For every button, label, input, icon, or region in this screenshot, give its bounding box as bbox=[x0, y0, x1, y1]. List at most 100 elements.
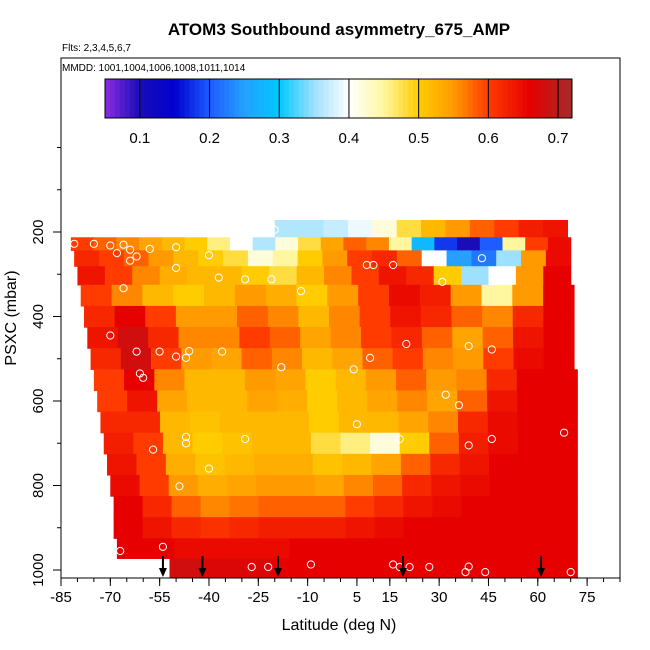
heatmap-cell bbox=[117, 327, 149, 349]
colorbar-cell bbox=[288, 79, 295, 118]
colorbar-cell bbox=[462, 79, 469, 118]
heatmap-cell bbox=[229, 496, 260, 518]
colorbar-tick-label: 0.7 bbox=[548, 130, 569, 147]
heatmap-cell bbox=[441, 558, 476, 578]
heatmap-cell bbox=[269, 266, 298, 286]
colorbar-cell bbox=[403, 79, 409, 118]
heatmap-cell bbox=[388, 237, 413, 251]
colorbar-cell bbox=[149, 79, 156, 118]
heatmap-cell bbox=[302, 348, 333, 370]
heatmap-cell bbox=[203, 558, 239, 578]
heatmap-cell bbox=[148, 327, 180, 349]
heatmap-cell bbox=[475, 558, 510, 578]
heatmap-cell bbox=[237, 305, 269, 328]
colorbar-cell bbox=[497, 79, 503, 118]
colorbar-cell bbox=[557, 79, 563, 118]
observation-point bbox=[119, 240, 128, 249]
observation-point bbox=[369, 260, 378, 270]
heatmap-cell bbox=[114, 305, 146, 328]
heatmap-cell bbox=[120, 348, 152, 370]
heatmap-cell bbox=[207, 237, 231, 251]
heatmap-cell bbox=[390, 305, 422, 328]
heatmap-cell bbox=[347, 538, 377, 559]
heatmap-cell bbox=[327, 284, 359, 307]
colorbar-cell bbox=[532, 79, 538, 118]
observation-point bbox=[270, 225, 279, 234]
heatmap-cell bbox=[208, 327, 240, 349]
heatmap-cell bbox=[396, 220, 422, 238]
heatmap-cell bbox=[154, 369, 186, 392]
colorbar-cell bbox=[229, 79, 235, 118]
heatmap-cell bbox=[133, 432, 164, 455]
heatmap-cell bbox=[489, 453, 520, 476]
observation-point bbox=[461, 568, 470, 577]
observation-point bbox=[487, 434, 496, 444]
x-axis: -85 -70 -55 -40 -25 -10 5 15 30 45 60 75 bbox=[50, 578, 621, 606]
observation-point bbox=[362, 260, 371, 270]
colorbar-cell bbox=[328, 79, 335, 118]
heatmap-cell bbox=[132, 266, 161, 286]
heatmap-cell bbox=[471, 250, 497, 267]
heatmap-cell bbox=[548, 517, 578, 539]
heatmap-cell bbox=[450, 284, 483, 307]
heatmap-cell bbox=[458, 432, 490, 455]
observation-point bbox=[126, 256, 135, 265]
colorbar-cell bbox=[517, 79, 523, 118]
colorbar-cell bbox=[427, 79, 434, 118]
observation-point bbox=[70, 239, 79, 248]
heatmap-cell bbox=[200, 496, 231, 518]
dates-label: MMDD: 1001,1004,1006,1008,1011,1014 bbox=[62, 63, 246, 74]
heatmap-cell bbox=[249, 411, 280, 434]
heatmap-cell bbox=[421, 250, 448, 267]
observation-point bbox=[172, 243, 181, 252]
colorbar-tick-label: 0.4 bbox=[339, 130, 360, 147]
heatmap-cell bbox=[84, 305, 116, 328]
heatmap-cell bbox=[518, 474, 549, 497]
heatmap-cell bbox=[80, 284, 113, 307]
heatmap-cell bbox=[142, 496, 173, 518]
observation-point bbox=[89, 239, 99, 248]
observation-point bbox=[181, 439, 191, 448]
heatmap-cell bbox=[392, 348, 424, 370]
heatmap-cell bbox=[407, 558, 442, 578]
colorbar-cell bbox=[239, 79, 245, 118]
colorbar-cell bbox=[502, 79, 508, 118]
heatmap-cell bbox=[269, 327, 301, 349]
heatmap-cell bbox=[316, 517, 347, 539]
heatmap-cell bbox=[342, 453, 373, 476]
heatmap-cell bbox=[98, 250, 125, 267]
heatmap-cell bbox=[479, 237, 504, 251]
heatmap-cell bbox=[305, 558, 341, 578]
observation-point bbox=[204, 464, 214, 473]
heatmap-cell bbox=[374, 496, 404, 518]
heatmap-cell bbox=[461, 496, 491, 518]
observation-point bbox=[126, 245, 135, 254]
heatmap-cell bbox=[139, 474, 170, 497]
heatmap-cell bbox=[347, 250, 373, 267]
heatmap-cell bbox=[358, 284, 390, 307]
heatmap-cell bbox=[339, 558, 374, 578]
observation-point bbox=[119, 284, 128, 293]
profile-arrow bbox=[158, 556, 167, 577]
colorbar-cell bbox=[204, 79, 210, 118]
x-axis-label: Latitude (deg N) bbox=[282, 617, 397, 634]
heatmap-cell bbox=[343, 237, 367, 251]
observation-point bbox=[116, 546, 125, 556]
heatmap-cell bbox=[431, 474, 462, 497]
heatmap-cell bbox=[247, 250, 274, 267]
heatmap-cell bbox=[174, 538, 204, 559]
colorbar-cell bbox=[318, 79, 325, 118]
colorbar-cell bbox=[527, 79, 533, 118]
colorbar-cell bbox=[268, 79, 275, 118]
heatmap-cell bbox=[367, 390, 398, 413]
observation-point bbox=[181, 432, 191, 441]
heatmap-cell bbox=[366, 237, 390, 251]
observation-point bbox=[155, 347, 164, 356]
heatmap-cell bbox=[145, 305, 177, 328]
observation-point bbox=[218, 347, 227, 356]
colorbar-cell bbox=[547, 79, 553, 118]
heatmap-cell bbox=[399, 432, 430, 455]
heatmap-cell bbox=[362, 348, 394, 370]
heatmap-cell bbox=[428, 411, 459, 434]
colorbar-cell bbox=[169, 79, 176, 118]
